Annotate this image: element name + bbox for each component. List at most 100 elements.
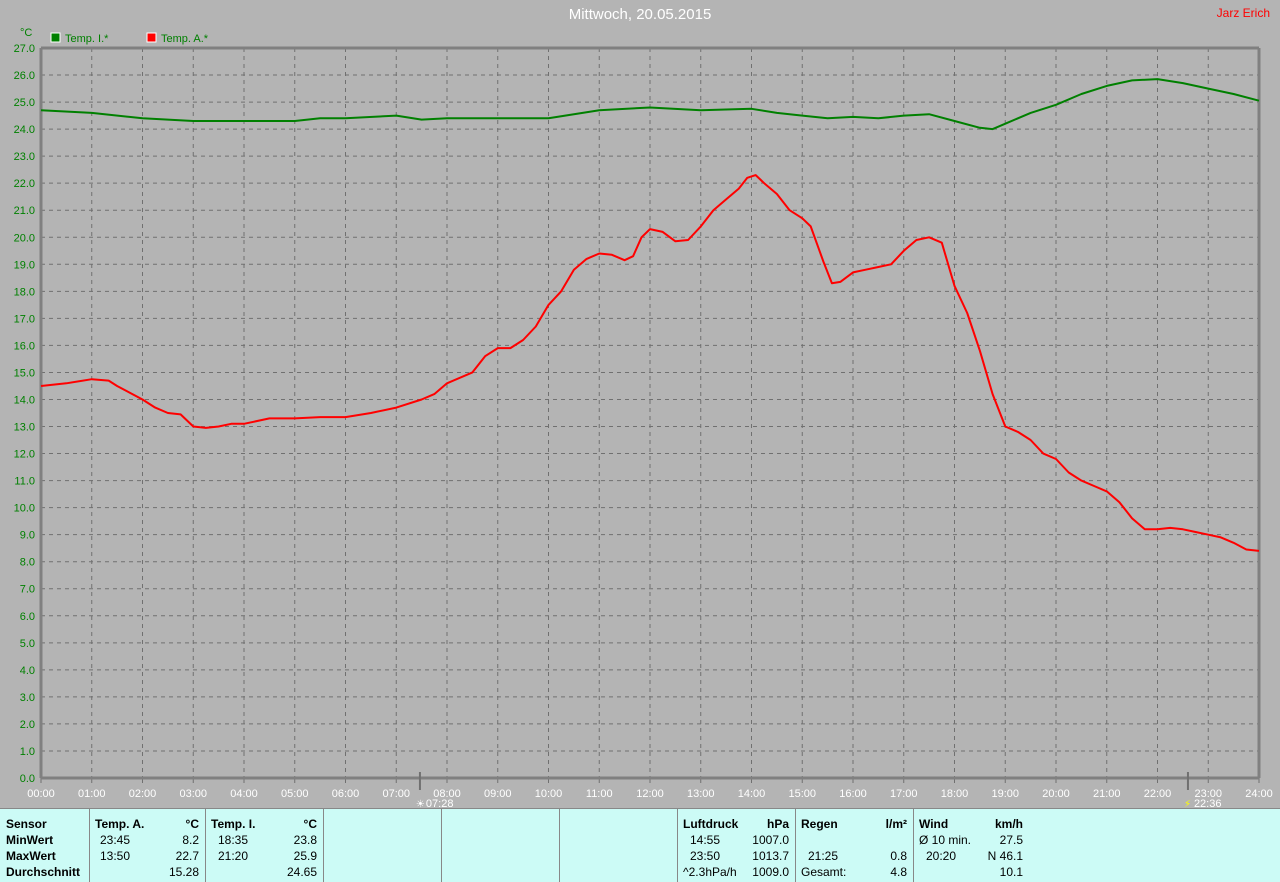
y-tick-label: 15.0 [14,367,35,379]
x-tick-label: 06:00 [332,788,360,800]
y-tick-label: 12.0 [14,449,35,461]
x-tick-label: 11:00 [586,788,613,800]
luftdruck-trend: ^2.3hPa/h [683,865,737,879]
label-sensor: Sensor [6,817,47,831]
x-tick-label: 00:00 [27,788,55,800]
x-tick-label: 15:00 [788,788,816,800]
regen-max: 0.8 [890,849,907,863]
temp-i-head: Temp. I. [211,817,256,831]
temp-a-head: Temp. A. [95,817,145,831]
luftdruck-column: Luftdruck hPa 14:55 1007.0 23:50 1013.7 ^2.… [677,809,796,882]
wind-mean: 10.1 [999,865,1023,879]
x-tick-label: 10:00 [535,788,563,800]
x-tick-label: 19:00 [991,788,1019,800]
chart-title: Mittwoch, 20.05.2015 [568,6,712,23]
empty-column [323,809,442,882]
y-tick-label: 18.0 [14,286,35,298]
y-tick-label: 11.0 [14,476,35,488]
y-tick-label: 13.0 [14,422,35,434]
empty-column [559,809,678,882]
y-tick-label: 8.0 [20,557,35,569]
temp-a-max-time: 13:50 [100,849,131,863]
wind-max-time: 20:20 [926,849,957,863]
temp-i-unit: °C [303,817,317,831]
label-min: MinWert [6,833,54,847]
legend-swatch [146,32,157,43]
stats-table: Sensor MinWert MaxWert Durchschnitt Temp… [0,808,1280,882]
temp-a-max: 22.7 [175,849,199,863]
luftdruck-avg: 1009.0 [752,865,789,879]
series-line-temp-i [40,78,1260,131]
empty-column [441,809,560,882]
x-tick-label: 20:00 [1042,788,1070,800]
luftdruck-unit: hPa [766,817,789,831]
wind-avg: 27.5 [999,833,1023,847]
temp-i-column: Temp. I. °C 18:35 23.8 21:20 25.9 24.65 [205,809,324,882]
wind-column: Wind km/h Ø 10 min. 27.5 20:20 N 46.1 10.1 [913,809,1029,882]
x-tick-label: 04:00 [230,788,258,800]
temp-a-min: 8.2 [182,833,199,847]
x-tick-label: 24:00 [1245,788,1273,800]
regen-max-time: 21:25 [808,849,839,863]
temp-i-min-time: 18:35 [218,833,249,847]
sunset-icon: ⚡ [1184,799,1191,808]
x-tick-label: 16:00 [839,788,867,800]
marker-label: 07:28 [426,798,454,808]
label-avg: Durchschnitt [6,865,81,879]
luftdruck-head: Luftdruck [683,817,739,831]
x-tick-label: 02:00 [129,788,157,800]
y-tick-label: 1.0 [20,746,35,758]
label-max: MaxWert [6,849,56,863]
y-tick-label: 17.0 [14,313,35,325]
y-tick-label: 14.0 [14,394,35,406]
temp-i-max-time: 21:20 [218,849,249,863]
x-tick-label: 18:00 [941,788,969,800]
legend-swatch [50,32,61,43]
y-tick-label: 5.0 [20,638,35,650]
y-tick-label: 24.0 [14,124,35,136]
x-tick-label: 21:00 [1093,788,1121,800]
y-tick-label: 21.0 [14,205,35,217]
wind-avg-label: Ø 10 min. [919,833,972,847]
y-tick-label: 3.0 [20,692,35,704]
x-tick-label: 22:00 [1144,788,1172,800]
x-tick-label: 08:00 [433,788,461,800]
luftdruck-max-time: 23:50 [690,849,721,863]
series-line-temp-a [40,174,1260,552]
regen-head: Regen [801,817,838,831]
y-tick-label: 23.0 [14,151,35,163]
temp-a-unit: °C [185,817,199,831]
x-tick-label: 01:00 [78,788,106,800]
x-tick-label: 09:00 [484,788,512,800]
legend-label: Temp. I.* [65,33,109,45]
temp-a-column: Temp. A. °C 23:45 8.2 13:50 22.7 15.28 [89,809,206,882]
x-tick-label: 23:00 [1194,788,1222,800]
regen-column: Regen l/m² 21:25 0.8 Gesamt: 4.8 [795,809,914,882]
wind-max: N 46.1 [987,849,1023,863]
y-tick-label: 26.0 [14,70,35,82]
y-unit-label: °C [20,27,32,39]
temperature-chart: 0.0 1.0 2.0 3.0 4.0 5.0 6.0 7.0 8.0 9.0 10.0 11.0 12… [14,27,1273,808]
y-tick-label: 19.0 [14,259,35,271]
temp-i-max: 25.9 [293,849,317,863]
y-tick-label: 2.0 [20,719,35,731]
luftdruck-min: 1007.0 [752,833,789,847]
y-tick-label: 22.0 [14,178,35,190]
author-label: Jarz Erich [1216,6,1270,20]
y-tick-label: 16.0 [14,340,35,352]
x-tick-label: 14:00 [738,788,766,800]
y-tick-label: 6.0 [20,611,35,623]
y-tick-label: 7.0 [20,584,35,596]
temp-i-min: 23.8 [293,833,317,847]
x-tick-label: 13:00 [687,788,715,800]
luftdruck-max: 1013.7 [752,849,789,863]
temp-i-avg: 24.65 [286,865,317,879]
regen-total-label: Gesamt: [801,865,847,879]
temp-a-avg: 15.28 [168,865,199,879]
y-tick-label: 9.0 [20,530,35,542]
y-tick-label: 27.0 [14,43,35,55]
labels-column: Sensor MinWert MaxWert Durchschnitt [0,809,90,882]
x-tick-label: 12:00 [636,788,664,800]
y-tick-label: 4.0 [20,665,35,677]
x-tick-label: 17:00 [890,788,918,800]
